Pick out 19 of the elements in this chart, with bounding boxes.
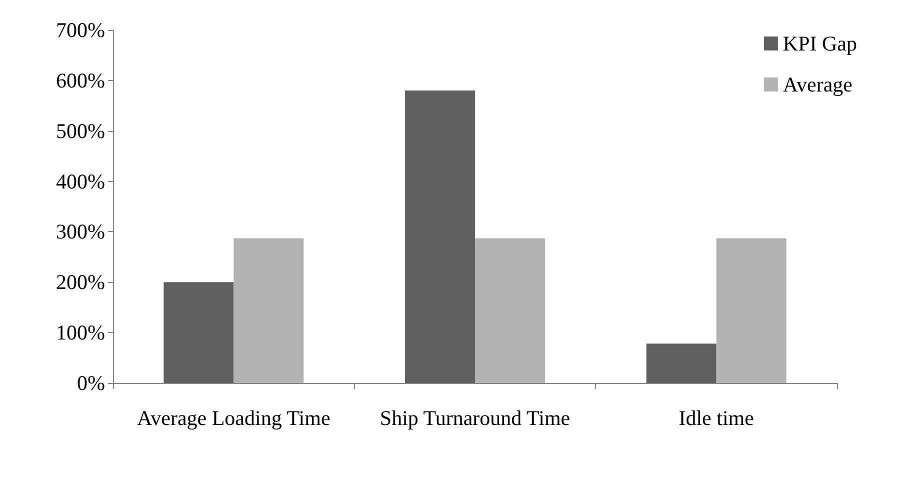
bar	[405, 90, 475, 383]
y-tick-label: 200%	[56, 270, 105, 294]
y-tick-label: 400%	[56, 169, 105, 194]
y-tick-label: 500%	[56, 118, 105, 143]
y-tick-label: 0%	[77, 371, 105, 395]
y-tick-label: 100%	[56, 320, 105, 345]
legend-label: Average	[782, 72, 852, 96]
y-tick-label: 300%	[56, 220, 105, 244]
bar	[164, 282, 234, 383]
bar	[234, 238, 304, 383]
legend-label: KPI Gap	[782, 32, 858, 56]
bar	[716, 238, 786, 383]
x-tick-label: Average Loading Time	[137, 406, 330, 430]
y-tick-label: 600%	[56, 68, 105, 92]
x-tick-label: Idle time	[678, 406, 754, 430]
bar	[475, 238, 545, 383]
x-tick-label: Ship Turnaround Time	[380, 406, 570, 430]
bar	[646, 344, 716, 383]
y-tick-label: 700%	[56, 18, 105, 42]
